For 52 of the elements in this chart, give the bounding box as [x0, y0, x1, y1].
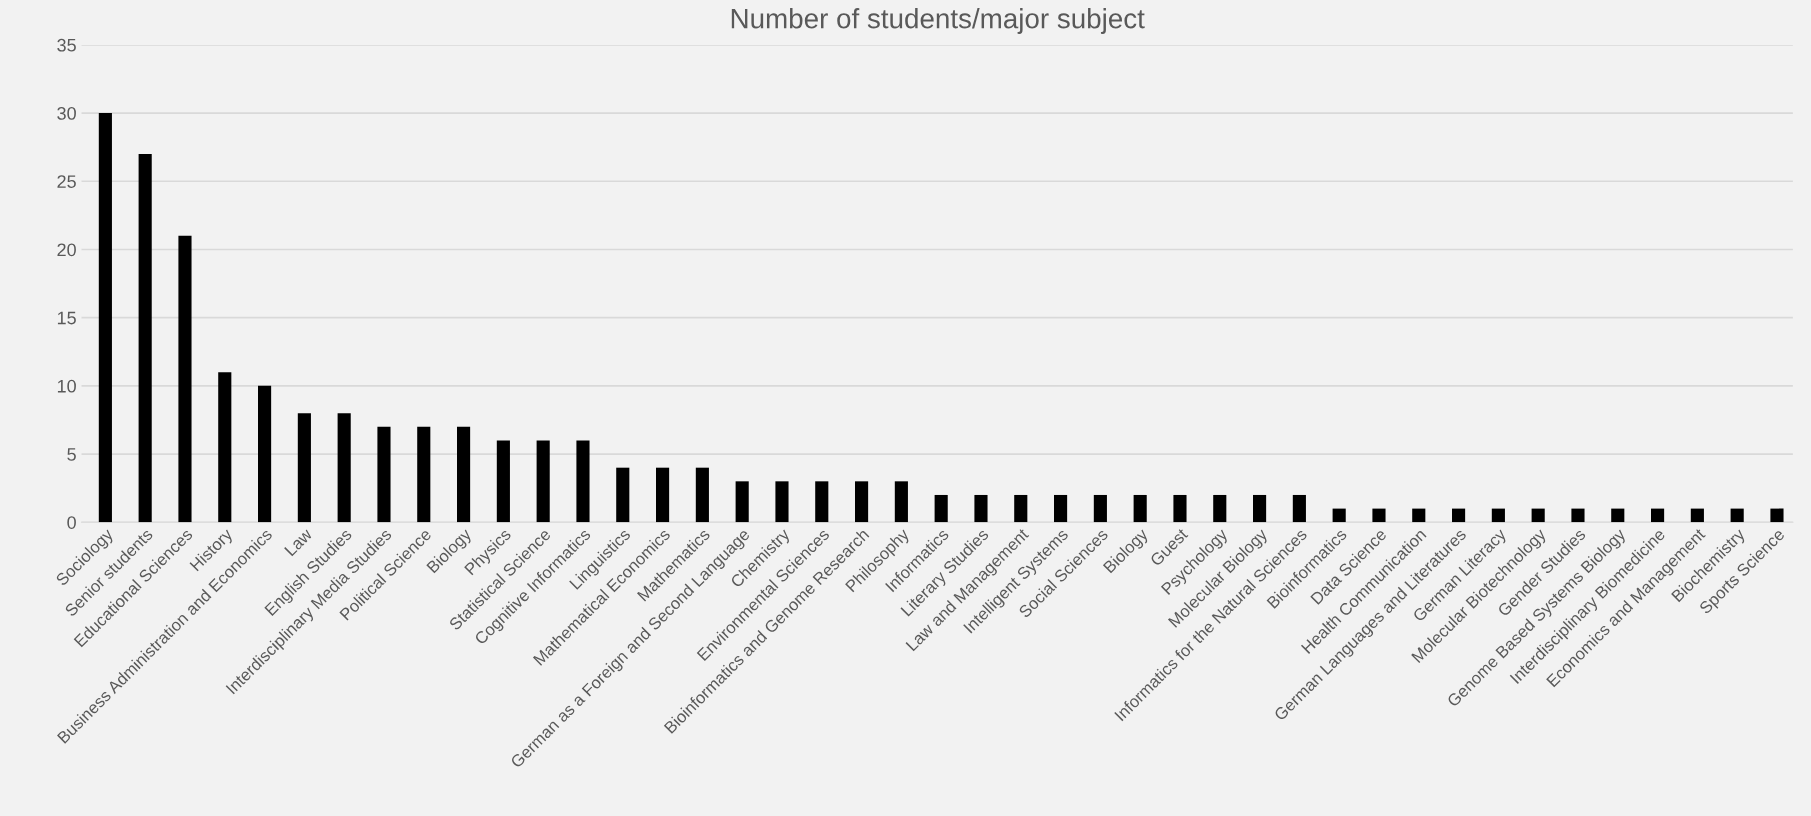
bar — [297, 413, 311, 523]
bar — [1770, 508, 1784, 523]
bar — [98, 113, 112, 523]
bar — [974, 494, 988, 523]
bar — [457, 426, 471, 523]
bar — [1571, 508, 1585, 523]
bar — [1173, 494, 1187, 523]
bar — [218, 372, 232, 523]
bar — [138, 153, 152, 523]
bar — [258, 385, 272, 523]
y-tick-label: 0 — [67, 516, 76, 529]
bar — [1213, 494, 1227, 523]
bar — [1372, 508, 1386, 523]
bar — [1651, 508, 1665, 523]
bar — [1093, 494, 1107, 523]
bar — [1611, 508, 1625, 523]
bar — [1412, 508, 1426, 523]
bar — [735, 481, 749, 523]
bar — [855, 481, 869, 523]
bar — [417, 426, 431, 523]
y-tick-label: 25 — [57, 175, 76, 188]
bar — [1531, 508, 1545, 523]
y-tick-label: 35 — [57, 38, 76, 52]
y-tick-label: 10 — [57, 379, 76, 393]
bar — [775, 481, 789, 523]
bar — [894, 481, 908, 523]
chart-title: Number of students/major subject — [731, 8, 1145, 34]
bar — [616, 467, 630, 523]
bar — [1332, 508, 1346, 523]
bar — [815, 481, 829, 523]
bar — [377, 426, 391, 523]
y-tick-label: 15 — [57, 311, 76, 325]
bar — [1452, 508, 1466, 523]
bar — [656, 467, 670, 523]
bar — [536, 440, 550, 523]
bar — [496, 440, 510, 523]
bar — [576, 440, 590, 523]
bar — [337, 413, 351, 523]
bar — [1292, 494, 1306, 523]
bar — [695, 467, 709, 523]
y-tick-label: 20 — [57, 243, 76, 257]
y-tick-label: 30 — [57, 107, 76, 120]
bar — [1014, 494, 1028, 523]
bar — [1054, 494, 1068, 523]
bar — [1491, 508, 1505, 523]
bar — [1690, 508, 1704, 523]
y-tick-label: 5 — [67, 448, 76, 461]
bar — [934, 494, 948, 523]
bar — [178, 235, 192, 523]
bar — [1253, 494, 1267, 523]
bar — [1133, 494, 1147, 523]
bar — [1730, 508, 1744, 523]
